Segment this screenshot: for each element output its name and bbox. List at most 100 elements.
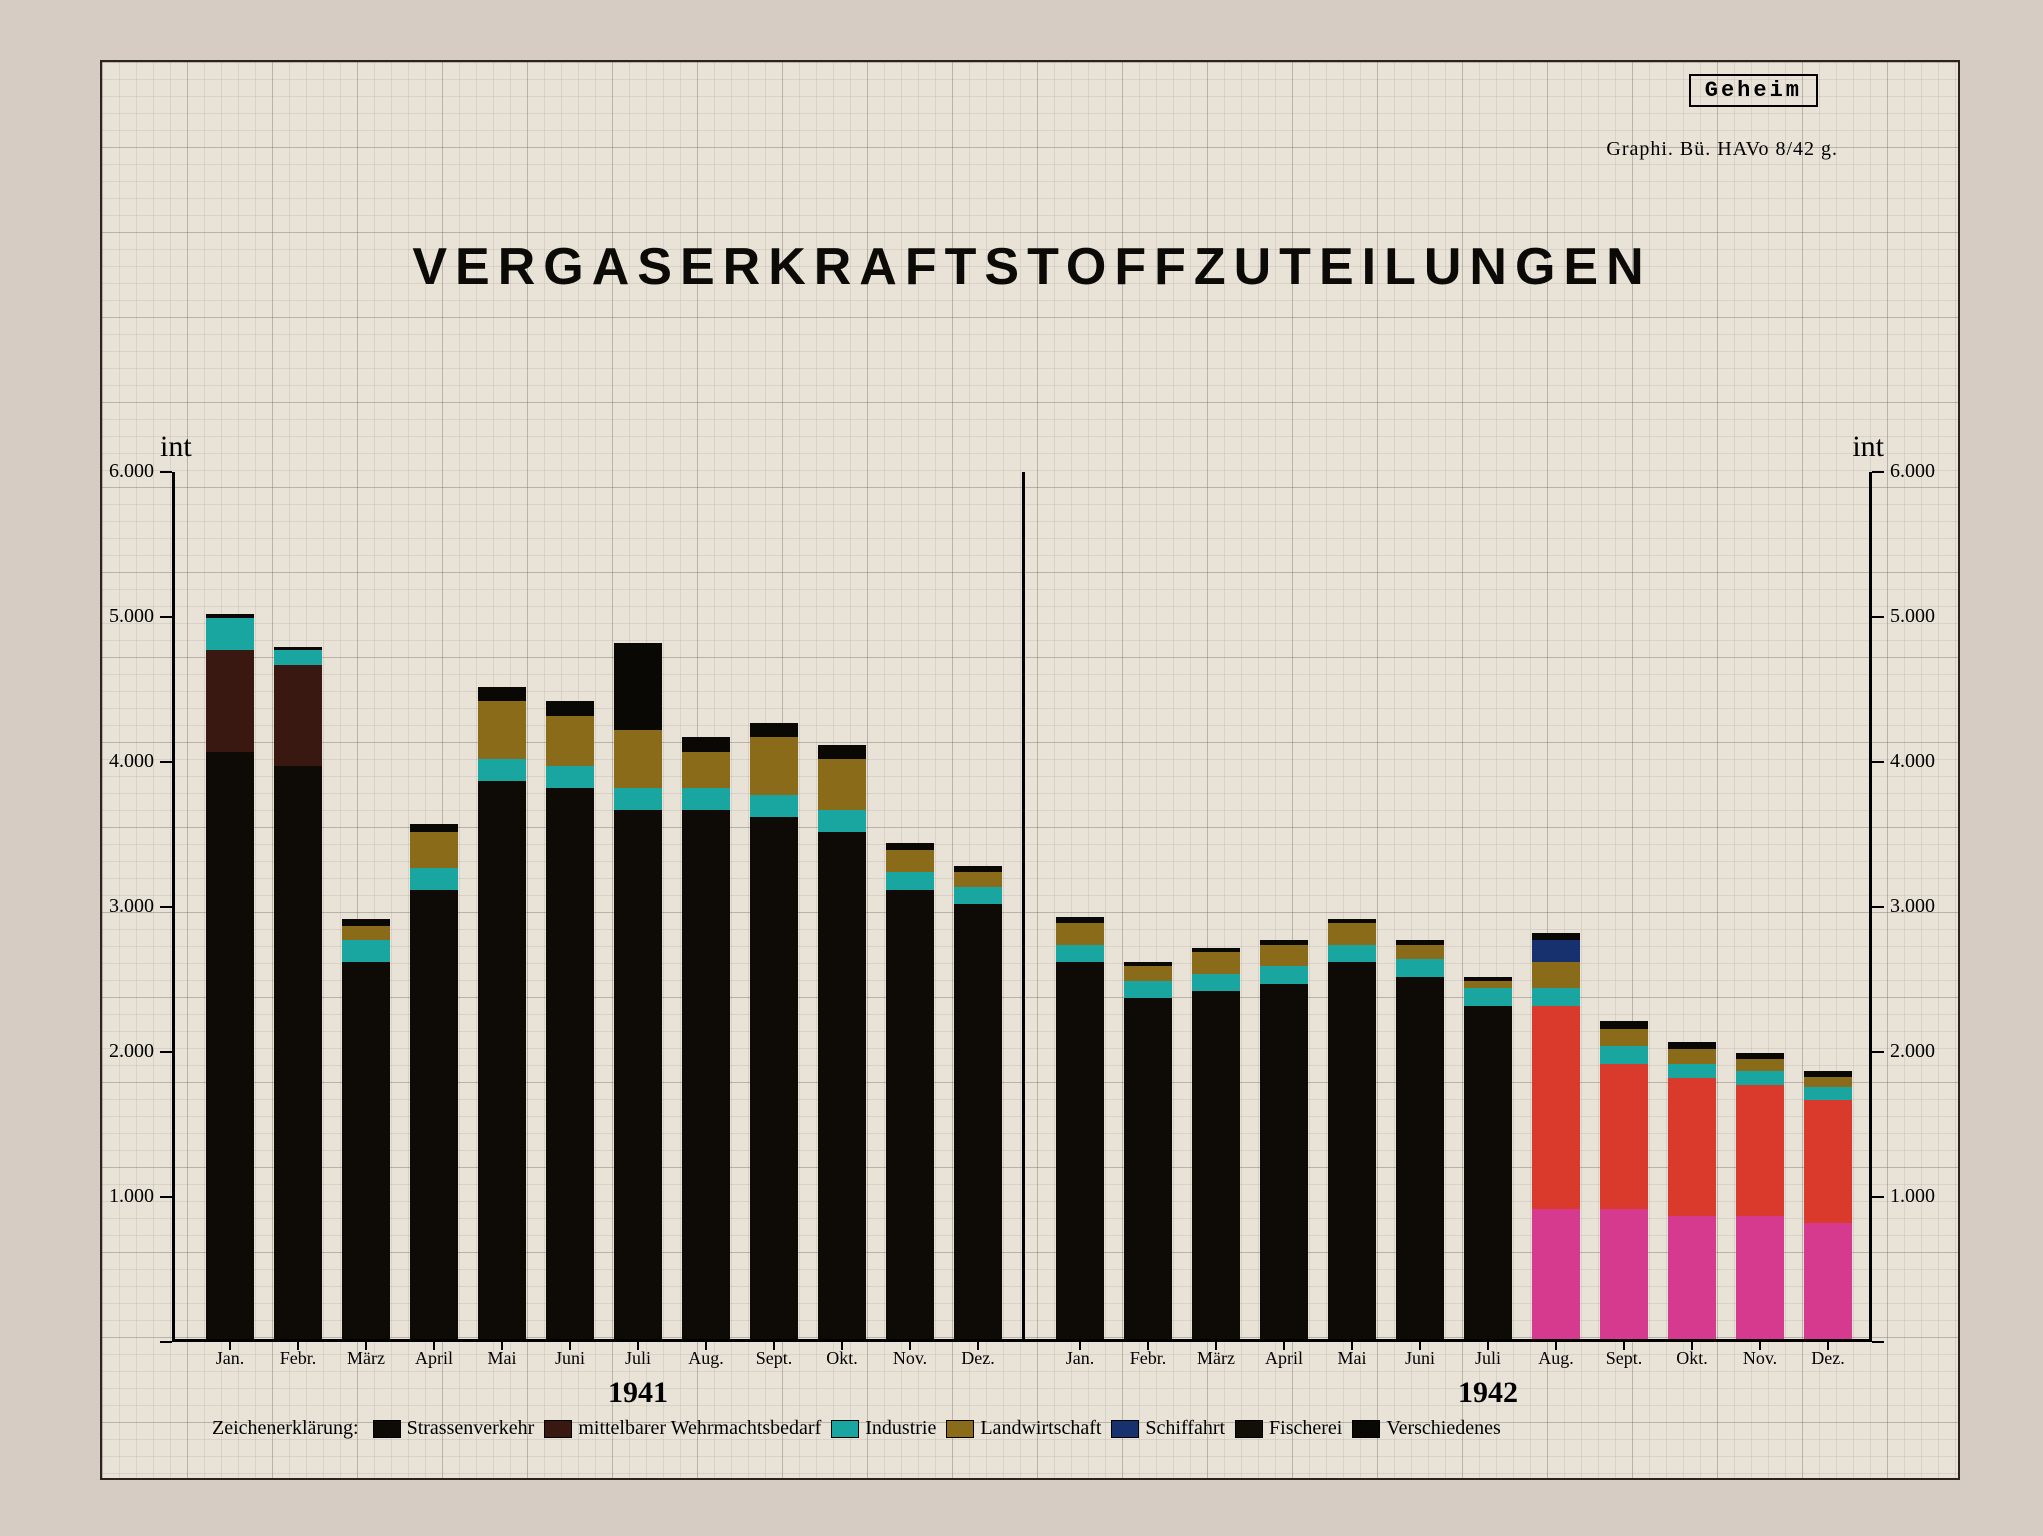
bar — [1804, 472, 1852, 1342]
bar-segment-strassenverkehr — [614, 810, 662, 1339]
bar-segment-strassenverkehr — [886, 890, 934, 1340]
bar-segment-landwirtschaft — [1736, 1059, 1784, 1071]
bar-segment-verschiedenes — [614, 643, 662, 730]
bar-segment-verschiedenes — [1192, 948, 1240, 952]
legend: Zeichenerklärung: Strassenverkehrmittelb… — [212, 1417, 1501, 1440]
x-tick — [433, 1342, 435, 1350]
x-tick-label: Mai — [488, 1348, 517, 1369]
classification-stamp: Geheim — [1689, 74, 1818, 107]
x-tick — [229, 1342, 231, 1350]
y-tick — [1872, 471, 1884, 473]
y-tick — [160, 616, 172, 618]
y-tick — [160, 471, 172, 473]
bar — [954, 472, 1002, 1342]
bar-segment-landwirtschaft — [886, 850, 934, 872]
legend-label: Schiffahrt — [1145, 1417, 1225, 1440]
x-tick-label: Sept. — [756, 1348, 793, 1369]
x-tick — [1827, 1342, 1829, 1350]
legend-label: Fischerei — [1269, 1417, 1342, 1440]
bar-segment-industrie — [1396, 959, 1444, 976]
x-tick — [637, 1342, 639, 1350]
legend-swatch — [544, 1420, 572, 1438]
legend-swatch — [373, 1420, 401, 1438]
y-unit-right: int — [1852, 430, 1884, 464]
x-tick-label: Juni — [555, 1348, 585, 1369]
bar-segment-strassenverkehr — [342, 962, 390, 1339]
bar-segment-verschiedenes — [410, 824, 458, 831]
bar-segment-verschiedenes — [1532, 933, 1580, 940]
bar-segment-strassenverkehr — [1328, 962, 1376, 1339]
bar — [682, 472, 730, 1342]
legend-item: Industrie — [831, 1417, 936, 1440]
bar-segment-industrie — [750, 795, 798, 817]
x-tick-label: Okt. — [826, 1348, 858, 1369]
bar-segment-proj_a — [1532, 1006, 1580, 1209]
bar-segment-industrie — [410, 868, 458, 890]
x-tick-label: Juni — [1405, 1348, 1435, 1369]
legend-label: Strassenverkehr — [407, 1417, 535, 1440]
bar-segment-industrie — [818, 810, 866, 832]
bar-segment-industrie — [1668, 1064, 1716, 1079]
y-tick — [160, 906, 172, 908]
bar — [342, 472, 390, 1342]
y-tick-label-right: 5.000 — [1890, 605, 1935, 628]
bar-segment-verschiedenes — [1328, 919, 1376, 923]
bar-segment-verschiedenes — [1260, 940, 1308, 944]
bar-segment-verschiedenes — [1668, 1042, 1716, 1049]
bar — [1260, 472, 1308, 1342]
bar-segment-industrie — [342, 940, 390, 962]
bar-segment-strassenverkehr — [206, 752, 254, 1339]
bar-segment-industrie — [1260, 966, 1308, 983]
legend-swatch — [946, 1420, 974, 1438]
bar-segment-landwirtschaft — [818, 759, 866, 810]
bar-segment-verschiedenes — [546, 701, 594, 716]
x-tick-label: Jan. — [216, 1348, 245, 1369]
bar-segment-proj_a — [1668, 1078, 1716, 1216]
x-tick — [1555, 1342, 1557, 1350]
x-tick-label: Aug. — [688, 1348, 724, 1369]
bar-segment-industrie — [954, 887, 1002, 904]
legend-swatch — [1352, 1420, 1380, 1438]
bar-segment-verschiedenes — [342, 919, 390, 926]
bar-segment-proj_b — [1736, 1216, 1784, 1339]
legend-item: Verschiedenes — [1352, 1417, 1500, 1440]
bar-segment-strassenverkehr — [1396, 977, 1444, 1340]
bar-segment-landwirtschaft — [1192, 952, 1240, 974]
bar-segment-schiffahrt — [1532, 940, 1580, 962]
bar-segment-industrie — [682, 788, 730, 810]
x-tick — [1759, 1342, 1761, 1350]
y-tick-label-left: 1.000 — [109, 1185, 154, 1208]
x-tick — [1283, 1342, 1285, 1350]
bar-segment-industrie — [1192, 974, 1240, 991]
y-tick-label-left: 3.000 — [109, 895, 154, 918]
y-axis-left — [172, 472, 175, 1342]
bar-segment-strassenverkehr — [478, 781, 526, 1339]
bar-segment-verschiedenes — [206, 614, 254, 618]
bar-segment-industrie — [1464, 988, 1512, 1005]
bar-segment-industrie — [1056, 945, 1104, 962]
bar-segment-landwirtschaft — [954, 872, 1002, 887]
x-tick — [705, 1342, 707, 1350]
graph-paper-sheet: Geheim Graphi. Bü. HAVo 8/42 g. VERGASER… — [100, 60, 1960, 1480]
bar-segment-landwirtschaft — [410, 832, 458, 868]
bar-segment-industrie — [206, 618, 254, 650]
x-tick-label: Aug. — [1538, 1348, 1574, 1369]
bar-segment-strassenverkehr — [1124, 998, 1172, 1339]
x-tick — [1623, 1342, 1625, 1350]
x-tick-label: Dez. — [961, 1348, 994, 1369]
bar-segment-strassenverkehr — [1056, 962, 1104, 1339]
bar-segment-verschiedenes — [682, 737, 730, 752]
bar-segment-proj_a — [1600, 1064, 1648, 1209]
bar-segment-landwirtschaft — [682, 752, 730, 788]
legend-swatch — [1235, 1420, 1263, 1438]
y-tick — [1872, 1341, 1884, 1343]
x-tick — [773, 1342, 775, 1350]
bar-segment-verschiedenes — [1396, 940, 1444, 944]
legend-item: Fischerei — [1235, 1417, 1342, 1440]
bar-segment-strassenverkehr — [546, 788, 594, 1339]
bar-segment-strassenverkehr — [274, 766, 322, 1339]
bar-segment-strassenverkehr — [750, 817, 798, 1339]
year-divider — [1022, 472, 1025, 1342]
x-tick-label: April — [415, 1348, 453, 1369]
bar-segment-industrie — [546, 766, 594, 788]
